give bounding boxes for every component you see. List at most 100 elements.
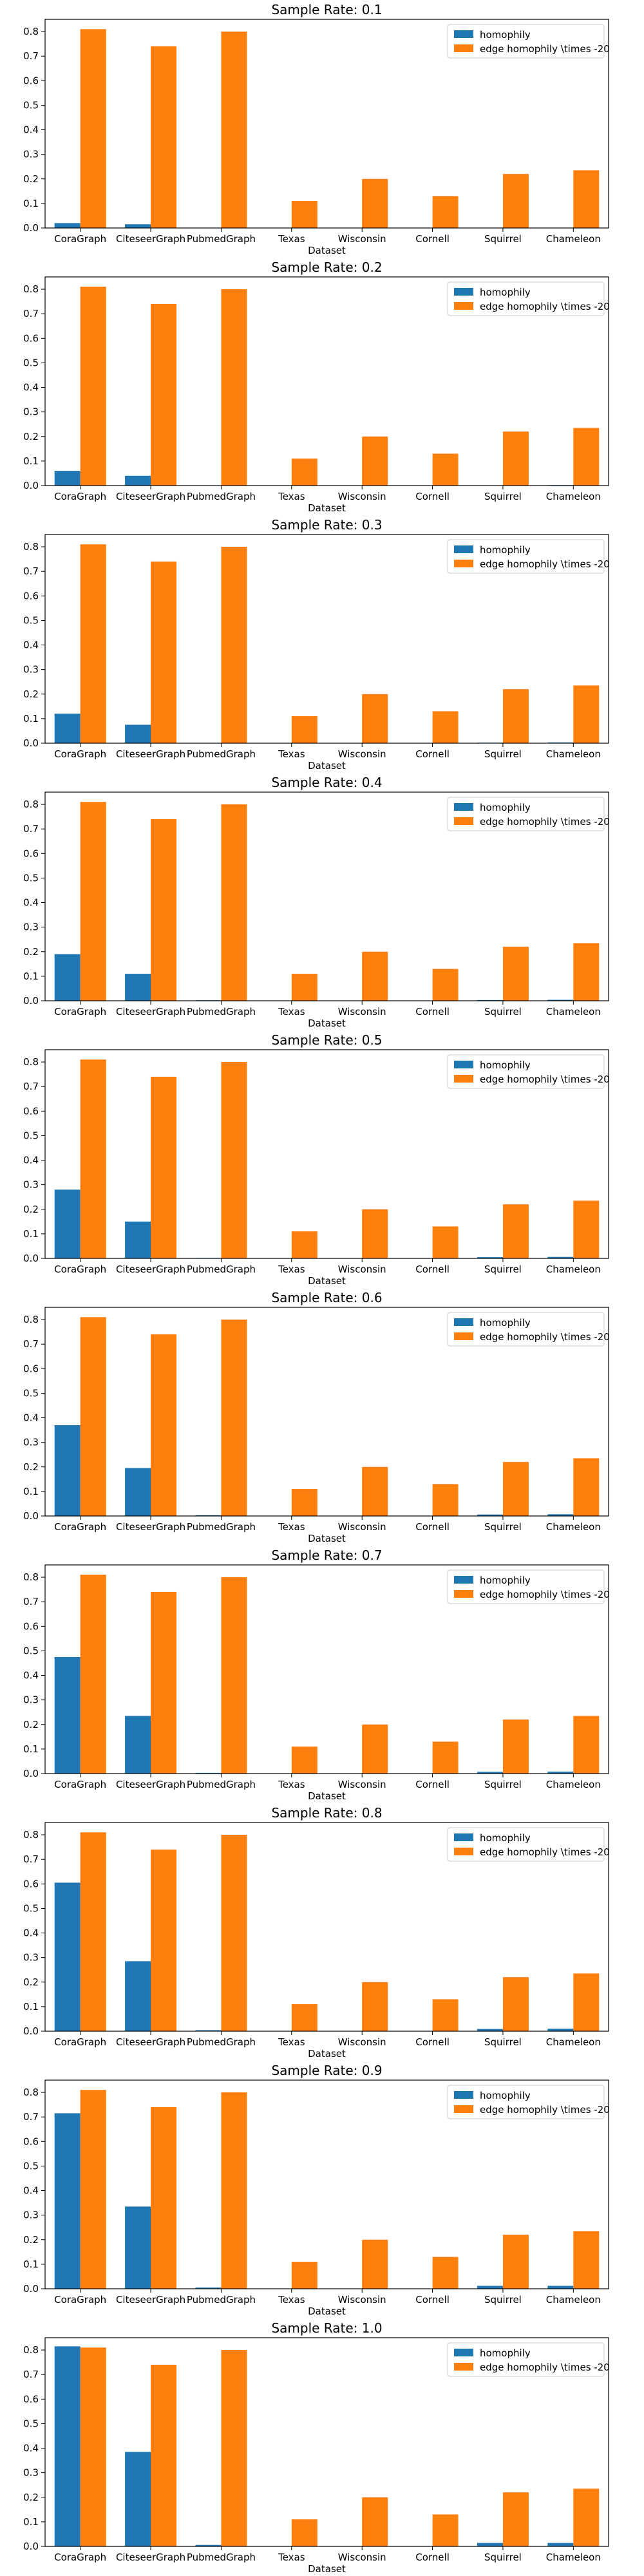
x-tick-label: CiteseerGraph [116,1264,185,1275]
x-axis-label: Dataset [308,1018,346,1029]
bar-homophily [125,1961,151,2031]
bar-edge-homophily [80,544,106,743]
y-tick-label: 0.0 [23,995,39,1007]
bar-edge-homophily [80,29,106,228]
x-tick-label: Chameleon [546,1779,601,1790]
bar-edge-homophily [432,453,459,486]
x-tick-label: Wisconsin [338,1521,386,1533]
y-tick-label: 0.3 [23,2467,39,2479]
x-tick-label: CoraGraph [54,1264,106,1275]
bar-edge-homophily [221,1320,247,1516]
bar-edge-homophily [362,694,388,743]
x-axis-label: Dataset [308,1790,346,1802]
legend-box [447,1827,605,1862]
bar-edge-homophily [151,819,177,1001]
y-tick-label: 0.7 [23,823,39,835]
bar-homophily [54,471,80,486]
bar-edge-homophily [362,1466,388,1516]
legend-label: homophily [480,287,531,298]
x-tick-label: Wisconsin [338,233,386,245]
x-tick-label: CoraGraph [54,233,106,245]
y-tick-label: 0.5 [23,1902,39,1914]
y-tick-label: 0.4 [23,1412,39,1424]
y-tick-label: 0.3 [23,2210,39,2221]
x-tick-label: Squirrel [484,2036,522,2048]
axes-frame [44,1049,609,1259]
bar-edge-homophily [432,2514,459,2546]
y-tick-label: 0.0 [23,480,39,491]
y-tick-label: 0.4 [23,2185,39,2197]
legend-swatch [454,2363,473,2371]
x-tick-label: PubmedGraph [187,1006,256,1018]
legend-swatch [454,1833,473,1841]
x-tick-label: Wisconsin [338,1264,386,1275]
y-tick-label: 0.0 [23,222,39,234]
legend-box [447,281,605,316]
bar-edge-homophily [502,2235,529,2289]
legend-label: edge homophily \times -20 [480,2104,610,2116]
chart-panel: Sample Rate: 0.8 0.0 0.1 0.2 0.3 0.4 0.5 0.6 0.7… [23,1805,610,2060]
bar-edge-homophily [362,436,388,486]
legend-label: homophily [480,29,531,41]
legend-label: edge homophily \times -20 [480,1846,610,1858]
legend: homophily edge homophily \times -20 [447,539,610,574]
bar-homophily [125,2206,151,2289]
x-tick-label: CoraGraph [54,1521,106,1533]
y-tick-label: 0.0 [23,1768,39,1779]
x-tick-label: Chameleon [546,1521,601,1533]
legend-label: edge homophily \times -20 [480,816,610,828]
x-tick-label: Chameleon [546,2036,601,2048]
bar-edge-homophily [151,46,177,228]
x-axis-label: Dataset [308,2306,346,2317]
chart-panel: Sample Rate: 1.0 0.0 0.1 0.2 0.3 0.4 0.5 0.6 0.7… [23,2320,610,2575]
x-tick-label: CoraGraph [54,2036,106,2048]
y-tick-label: 0.0 [23,2541,39,2552]
x-tick-label: Squirrel [484,1006,522,1018]
bar-homophily [547,1256,574,1258]
legend-label: homophily [480,1317,531,1329]
x-tick-label: Squirrel [484,2552,522,2563]
x-tick-label: CiteseerGraph [116,1779,185,1790]
bar-edge-homophily [573,1973,600,2031]
bar-edge-homophily [362,1982,388,2031]
x-tick-label: CoraGraph [54,2294,106,2306]
chart-panel: Sample Rate: 0.7 0.0 0.1 0.2 0.3 0.4 0.5 0.6 0.7… [23,1548,610,1802]
legend: homophily edge homophily \times -20 [447,24,610,59]
bar-homophily [477,1257,503,1258]
bar-edge-homophily [221,804,247,1001]
y-tick-label: 0.1 [23,2259,39,2270]
y-tick-label: 0.4 [23,2443,39,2454]
x-tick-label: Cornell [415,1006,450,1018]
bar-homophily [125,1221,151,1258]
x-tick-label: CiteseerGraph [116,491,185,502]
bar-edge-homophily [291,201,317,228]
y-tick-label: 0.3 [23,1694,39,1706]
legend-box [447,2342,605,2377]
legend-box [447,1569,605,1604]
bar-homophily [547,2029,574,2031]
x-tick-label: PubmedGraph [187,233,256,245]
x-tick-label: Wisconsin [338,748,386,760]
chart-title: Sample Rate: 0.1 [271,2,382,17]
bar-homophily [54,1882,80,2031]
axes-frame [44,2337,609,2547]
x-tick-label: PubmedGraph [187,491,256,502]
axes-frame [44,1564,609,1774]
x-axis-label: Dataset [308,502,346,514]
x-tick-label: Squirrel [484,748,522,760]
legend-swatch [454,2349,473,2356]
x-tick-label: Squirrel [484,233,522,245]
bar-homophily [125,224,151,228]
x-axis-label: Dataset [308,1275,346,1287]
y-tick-label: 0.1 [23,971,39,982]
chart-title: Sample Rate: 0.4 [271,775,382,790]
chart-title: Sample Rate: 0.2 [271,260,382,275]
y-tick-label: 0.2 [23,1976,39,1988]
legend: homophily edge homophily \times -20 [447,1054,610,1089]
x-tick-label: Cornell [415,1521,450,1533]
y-tick-label: 0.8 [23,283,39,295]
y-tick-label: 0.1 [23,2516,39,2528]
chart-panel: Sample Rate: 0.6 0.0 0.1 0.2 0.3 0.4 0.5 0.6 0.7… [23,1290,610,1544]
bar-edge-homophily [362,1209,388,1258]
